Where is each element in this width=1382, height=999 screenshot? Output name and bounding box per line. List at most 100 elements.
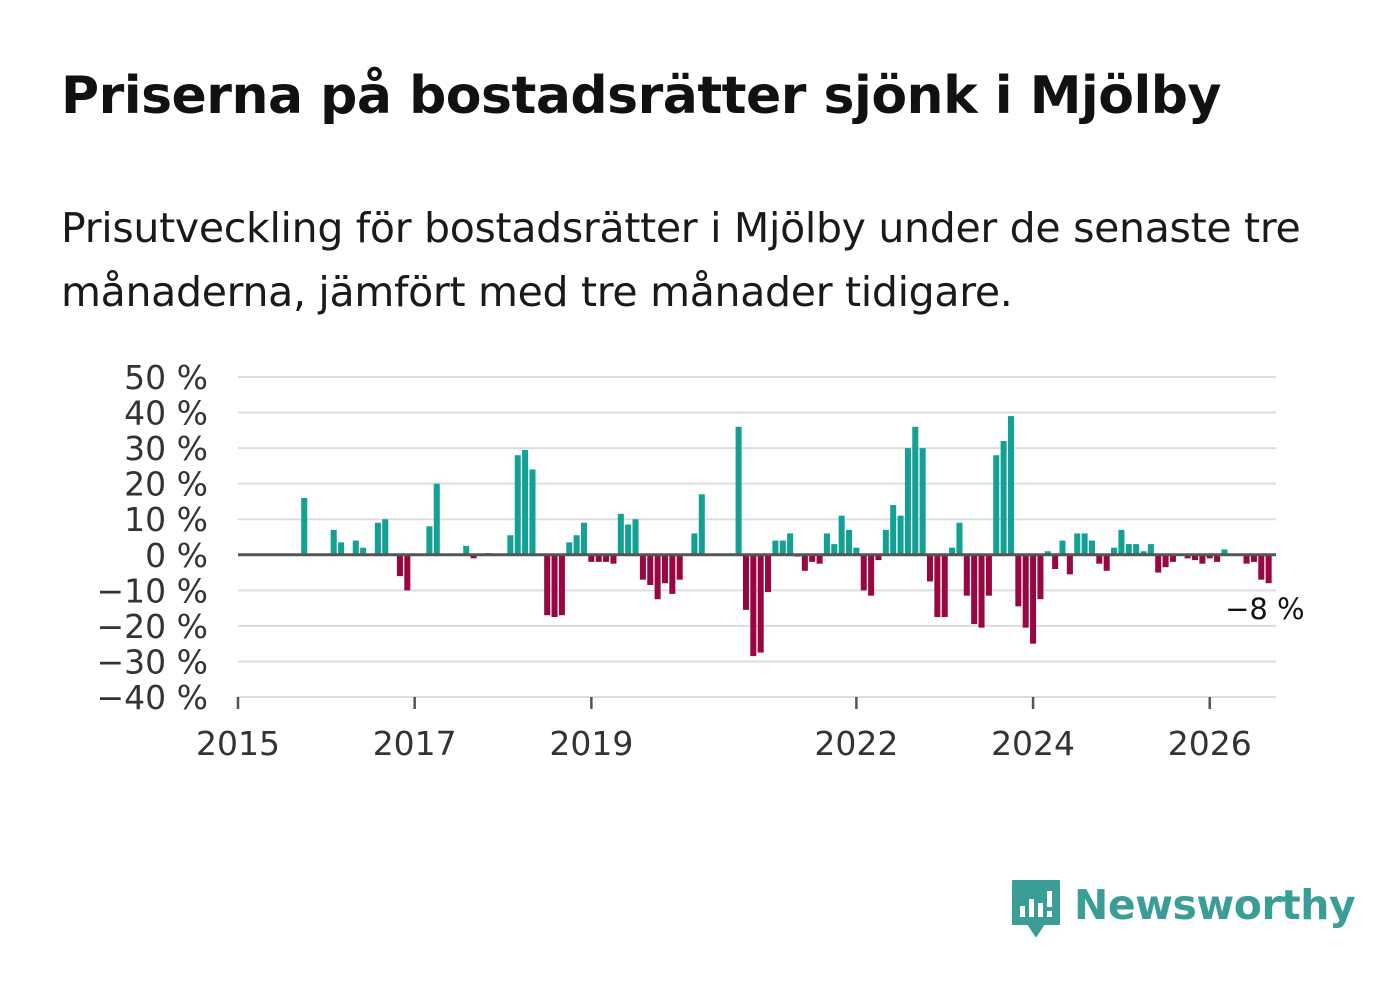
bar [1081, 533, 1088, 555]
bar [603, 554, 610, 562]
bar [742, 554, 749, 610]
annotations: −8 % [1225, 592, 1305, 626]
bar [647, 554, 654, 585]
bar [632, 519, 639, 555]
newsworthy-logo[interactable]: Newsworthy [1010, 878, 1356, 940]
bar [1155, 554, 1162, 573]
bar [801, 554, 808, 571]
bar [529, 469, 536, 555]
bar [301, 497, 308, 555]
bar [580, 522, 588, 555]
bar [433, 483, 440, 555]
bar [897, 515, 904, 555]
bar [1184, 554, 1191, 559]
bar [816, 554, 823, 564]
bar [882, 529, 889, 555]
y-tick-label: −20 % [97, 607, 209, 646]
bar [669, 554, 676, 594]
bar [779, 540, 786, 555]
bar [890, 505, 897, 555]
bar [360, 547, 367, 555]
bar [551, 554, 558, 617]
bar [949, 547, 956, 555]
bar [374, 522, 381, 555]
bar [1052, 554, 1059, 569]
bar [1088, 540, 1095, 555]
y-tick-label: −30 % [97, 642, 209, 681]
chart-subtitle: Prisutveckling för bostadsrätter i Mjölb… [61, 204, 1301, 316]
x-tick-label: 2019 [549, 724, 633, 763]
bar-series [301, 416, 1272, 657]
bar [1199, 554, 1206, 564]
y-tick-label: −10 % [97, 571, 209, 610]
bar-chart: 50 %40 %30 %20 %10 %0 %−10 %−20 %−30 %−4… [97, 358, 1305, 763]
x-tick-label: 2022 [814, 724, 898, 763]
bar [1214, 554, 1221, 562]
bar [1221, 549, 1228, 555]
bar [772, 540, 779, 555]
bar [1059, 540, 1066, 555]
bar [625, 524, 632, 555]
y-tick-label: 0 % [145, 536, 208, 575]
x-tick-label: 2015 [196, 724, 280, 763]
bar [352, 540, 359, 555]
bar [617, 513, 624, 555]
bar [573, 535, 580, 555]
bar [765, 554, 772, 593]
bar [463, 545, 470, 555]
bar [1265, 554, 1272, 584]
bar [426, 526, 433, 555]
bar [941, 554, 948, 617]
bar [735, 426, 742, 555]
bar [1103, 554, 1110, 571]
bar [558, 554, 565, 616]
bar [912, 426, 919, 555]
bar [639, 554, 646, 580]
bar [809, 554, 816, 562]
bar [654, 554, 661, 600]
bar [1030, 554, 1037, 644]
logo-text: Newsworthy [1074, 881, 1356, 929]
x-tick-label: 2024 [991, 724, 1075, 763]
bar [993, 455, 1000, 555]
chart-title: Priserna på bostadsrätter sjönk i Mjölby [61, 66, 1221, 126]
bar [846, 529, 853, 555]
bar [396, 554, 403, 577]
bar [904, 448, 911, 555]
bar [1074, 533, 1081, 555]
bar [838, 515, 845, 555]
bar [1022, 554, 1029, 628]
y-axis-ticks: 50 %40 %30 %20 %10 %0 %−10 %−20 %−30 %−4… [97, 358, 209, 717]
bar [868, 554, 875, 596]
bar [1044, 551, 1051, 555]
y-tick-label: −40 % [97, 678, 209, 717]
bar [595, 554, 602, 562]
x-tick-label: 2017 [373, 724, 457, 763]
bar [588, 554, 595, 562]
newsworthy-logo-icon [1012, 880, 1060, 937]
bar [853, 547, 860, 555]
bar [610, 554, 617, 564]
bar [1118, 529, 1125, 555]
y-tick-label: 50 % [124, 358, 208, 397]
bar [1015, 554, 1022, 607]
bar [514, 455, 521, 555]
y-tick-label: 40 % [124, 394, 208, 433]
bar [757, 554, 764, 653]
bar [1192, 554, 1199, 561]
bar [1125, 544, 1132, 555]
bar [978, 554, 985, 628]
bar [823, 533, 830, 555]
bar [956, 522, 963, 555]
bar [1140, 551, 1147, 555]
bar [382, 519, 389, 555]
bar [404, 554, 411, 591]
bar [1250, 554, 1257, 562]
bar [1111, 547, 1118, 555]
bar [661, 554, 668, 584]
bar [963, 554, 970, 596]
bar [522, 449, 529, 555]
bar [985, 554, 992, 596]
bar [1258, 554, 1265, 580]
bar [1037, 554, 1044, 600]
